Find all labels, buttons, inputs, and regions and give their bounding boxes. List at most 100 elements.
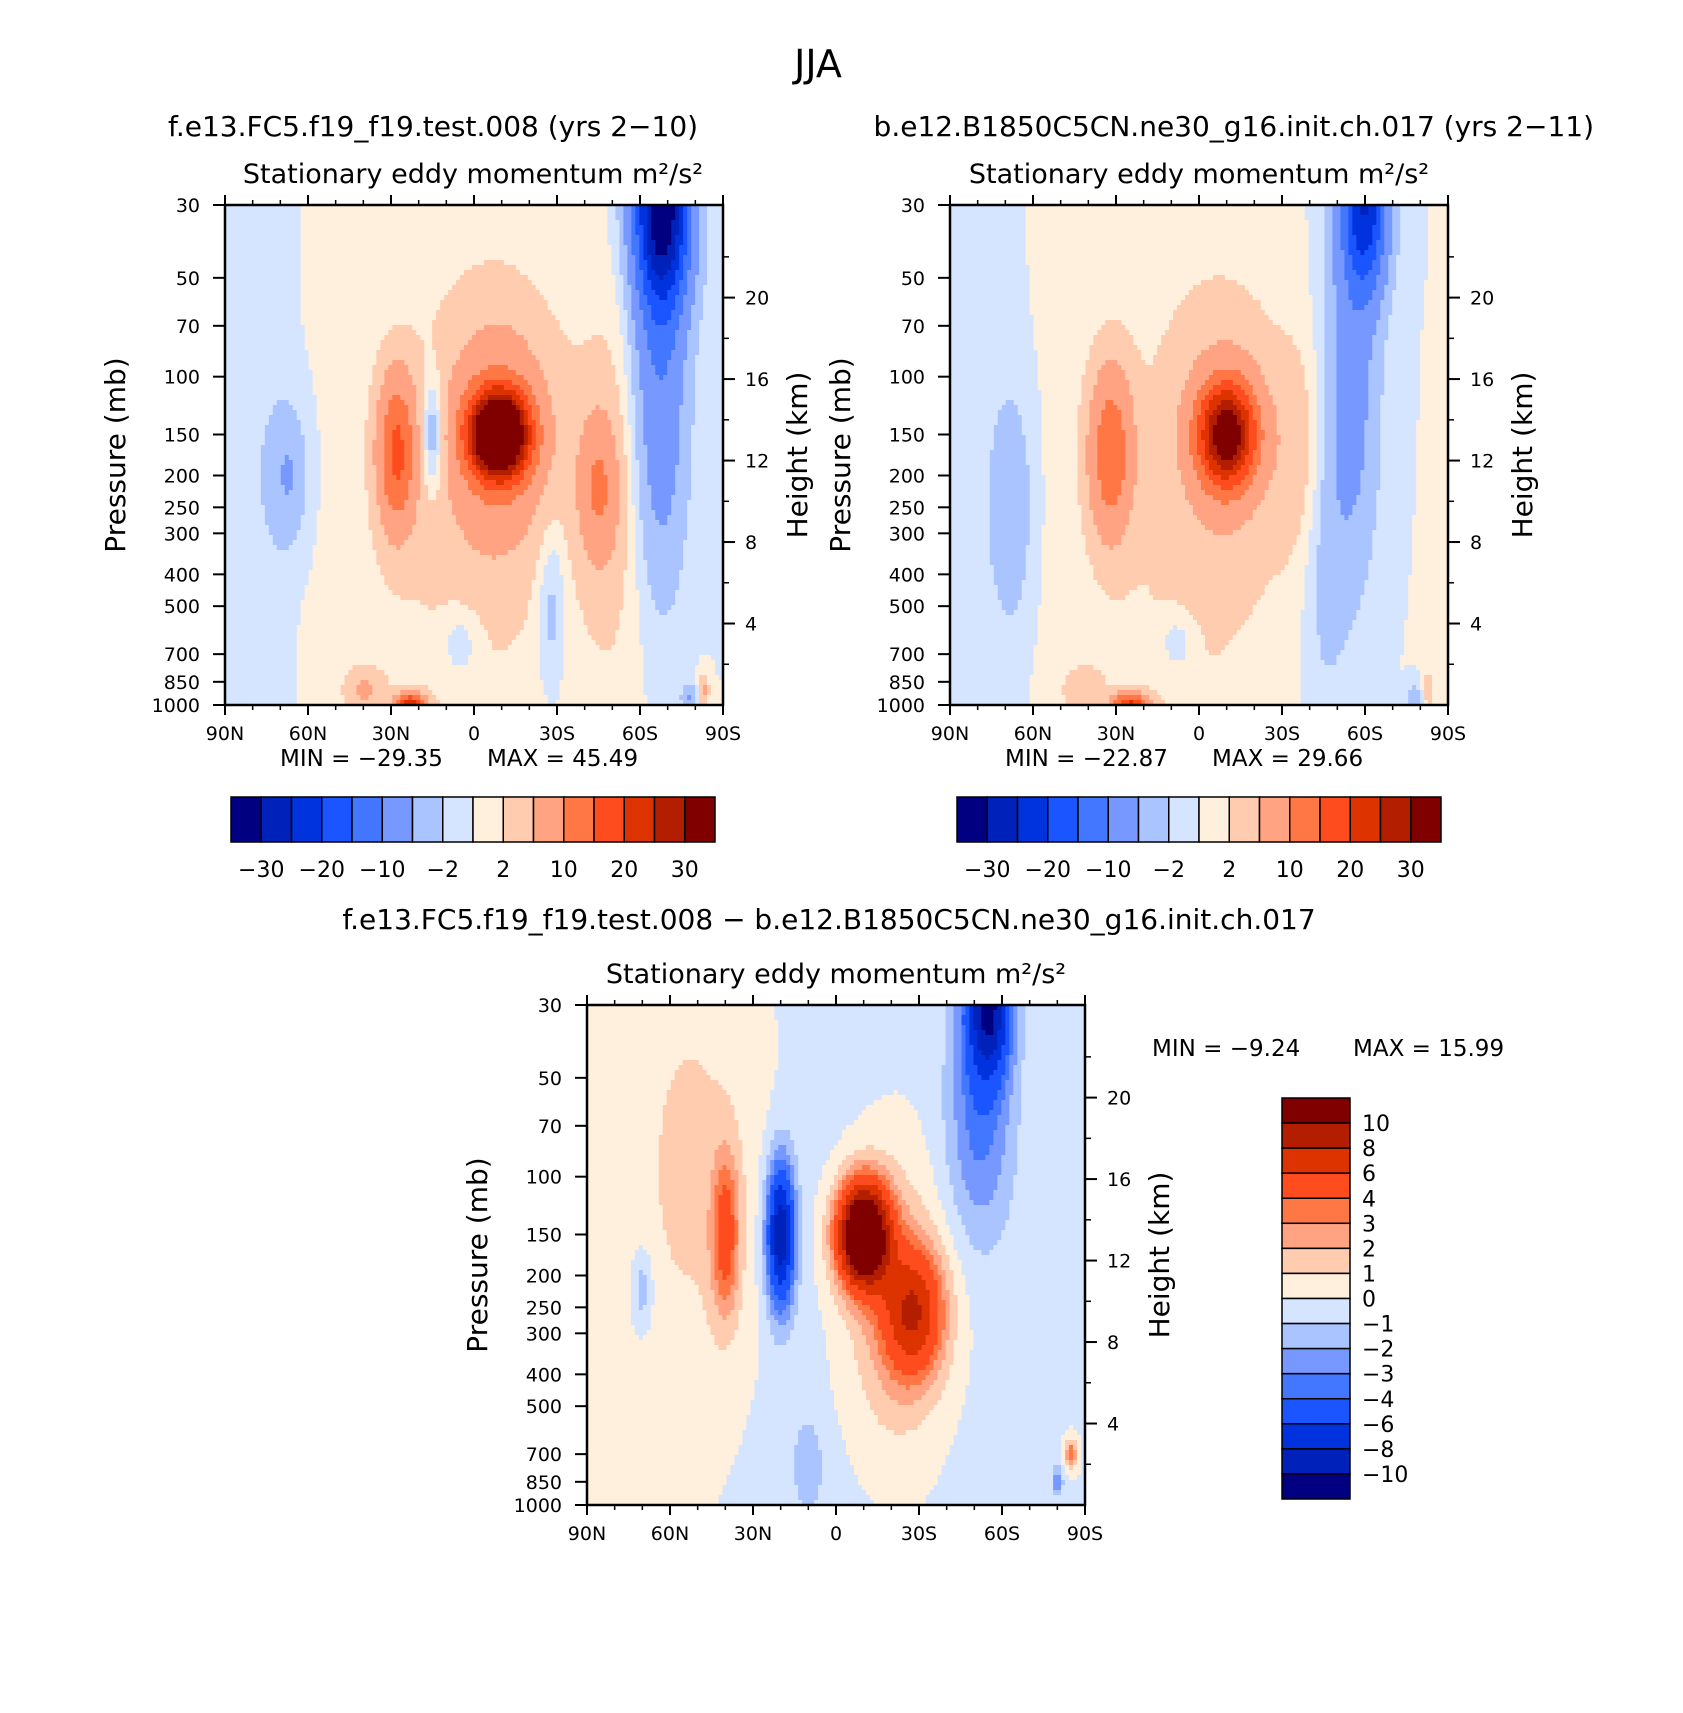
field-cell [272, 255, 278, 261]
field-cell [483, 345, 489, 351]
field-cell [611, 220, 617, 226]
field-cell [483, 350, 489, 356]
field-cell [639, 295, 644, 301]
field-cell [376, 245, 381, 251]
field-cell [456, 330, 461, 336]
field-cell [527, 355, 533, 361]
field-cell [412, 235, 417, 241]
field-cell [228, 305, 234, 311]
field-cell [515, 250, 521, 256]
field-cell [583, 365, 589, 371]
field-cell [332, 245, 338, 251]
field-cell [324, 220, 330, 226]
field-cell [404, 205, 409, 211]
field-cell [539, 375, 545, 381]
field-cell [647, 230, 652, 236]
field-cell [380, 305, 385, 311]
field-cell [555, 295, 561, 301]
field-cell [535, 225, 541, 231]
field-cell [472, 280, 477, 286]
field-cell [563, 215, 569, 221]
field-cell [364, 305, 370, 311]
field-cell [276, 245, 282, 251]
field-cell [304, 265, 310, 271]
field-cell [647, 310, 652, 316]
field-cell [352, 235, 358, 241]
field-cell [400, 240, 405, 246]
field-cell [348, 235, 354, 241]
field-cell [452, 255, 457, 261]
field-cell [428, 325, 433, 331]
field-cell [523, 280, 529, 286]
field-cell [615, 315, 621, 321]
field-cell [408, 265, 413, 271]
field-cell [667, 375, 672, 381]
field-cell [244, 280, 250, 286]
field-cell [683, 385, 688, 391]
field-cell [412, 275, 417, 281]
field-cell [336, 220, 342, 226]
field-cell [599, 275, 605, 281]
field-cell [487, 380, 493, 386]
field-cell [236, 390, 242, 396]
field-cell [587, 380, 593, 386]
field-cell [615, 265, 621, 271]
field-cell [424, 360, 429, 366]
field-cell [240, 215, 246, 221]
field-cell [627, 205, 632, 211]
field-cell [655, 255, 660, 261]
field-cell [228, 315, 234, 321]
field-cell [324, 205, 330, 211]
field-cell [225, 250, 230, 256]
field-cell [240, 240, 246, 246]
field-cell [571, 310, 577, 316]
field-cell [527, 375, 533, 381]
field-cell [428, 245, 433, 251]
field-cell [711, 350, 716, 356]
field-cell [296, 390, 302, 396]
field-cell [328, 255, 334, 261]
field-cell [296, 280, 302, 286]
field-cell [300, 230, 306, 236]
field-cell [627, 290, 632, 296]
field-cell [651, 225, 656, 231]
field-cell [667, 400, 672, 406]
field-cell [503, 350, 509, 356]
field-cell [503, 250, 509, 256]
field-cell [240, 310, 246, 316]
field-cell [240, 275, 246, 281]
field-cell [432, 225, 437, 231]
field-cell [519, 240, 525, 246]
field-cell [587, 240, 593, 246]
field-cell [400, 255, 405, 261]
field-cell [460, 355, 465, 361]
field-cell [599, 395, 605, 401]
field-cell [479, 295, 485, 301]
field-cell [635, 385, 640, 391]
field-cell [304, 205, 310, 211]
field-cell [547, 210, 553, 216]
field-cell [380, 310, 385, 316]
field-cell [691, 250, 696, 256]
field-cell [225, 295, 230, 301]
field-cell [388, 395, 393, 401]
field-cell [535, 400, 541, 406]
field-cell [607, 210, 613, 216]
field-cell [404, 395, 409, 401]
field-cell [703, 230, 708, 236]
field-cell [655, 225, 660, 231]
field-cell [268, 325, 274, 331]
field-cell [719, 330, 723, 336]
field-cell [651, 215, 656, 221]
field-cell [236, 350, 242, 356]
field-cell [667, 250, 672, 256]
field-cell [376, 370, 381, 376]
field-cell [276, 295, 282, 301]
field-cell [707, 220, 712, 226]
field-cell [579, 290, 585, 296]
field-cell [272, 310, 278, 316]
field-cell [679, 400, 684, 406]
field-cell [495, 240, 501, 246]
field-cell [252, 205, 258, 211]
field-cell [623, 230, 628, 236]
